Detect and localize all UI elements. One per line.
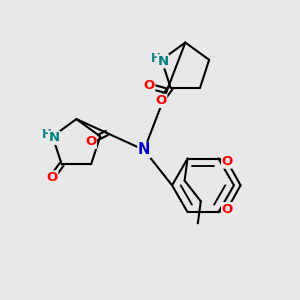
Text: O: O <box>222 203 233 216</box>
Text: N: N <box>158 55 169 68</box>
Text: O: O <box>46 171 58 184</box>
Text: H: H <box>42 128 52 141</box>
Text: O: O <box>143 79 155 92</box>
Text: N: N <box>49 131 60 144</box>
Text: N: N <box>138 142 150 158</box>
Text: O: O <box>222 155 233 168</box>
Text: H: H <box>151 52 161 65</box>
Text: O: O <box>85 135 96 148</box>
Text: O: O <box>155 94 167 107</box>
